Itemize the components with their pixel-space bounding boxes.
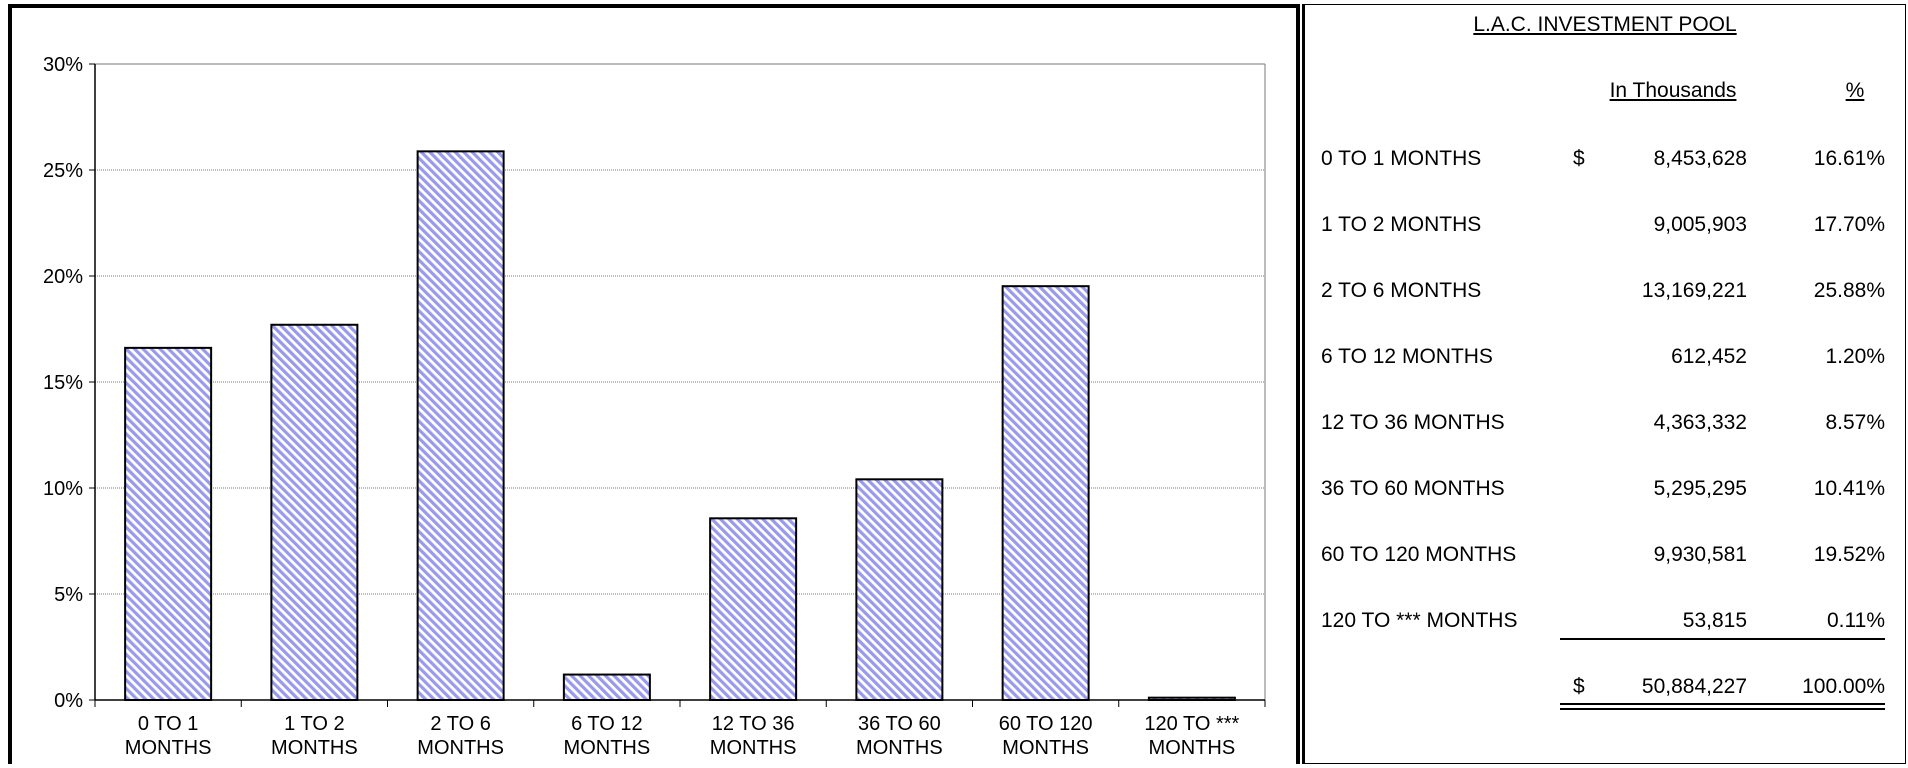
x-tick-label: 60 TO 120 (999, 713, 1093, 735)
row-currency: $ (1573, 147, 1585, 170)
row-amount: 9,930,581 (1653, 543, 1747, 566)
bar (562, 673, 651, 701)
y-tick-label: 0% (54, 690, 83, 712)
y-tick-label: 30% (43, 54, 83, 76)
x-tick-label: MONTHS (564, 737, 651, 759)
table-row: 36 TO 60 MONTHS 5,295,295 10.41% (1305, 477, 1905, 507)
row-percent: 17.70% (1813, 213, 1885, 236)
row-amount: 9,005,903 (1653, 213, 1747, 236)
table-row: 6 TO 12 MONTHS 612,452 1.20% (1305, 345, 1905, 375)
x-tick-label: MONTHS (1149, 737, 1236, 759)
row-label: 60 TO 120 MONTHS (1321, 543, 1517, 566)
x-tick-label: 2 TO 6 (430, 713, 490, 735)
bar (855, 478, 944, 702)
chart-panel: 0% 5% 10% 15% 20% 25% 30% 0 TO 1 MONTHS 1 TO 2 MON… (8, 4, 1300, 764)
row-label: 120 TO *** MONTHS (1321, 609, 1518, 632)
row-label: 1 TO 2 MONTHS (1321, 213, 1482, 236)
row-percent: 19.52% (1813, 543, 1885, 566)
x-tick-label: MONTHS (856, 737, 943, 759)
header-in-thousands: In Thousands (1609, 79, 1737, 102)
x-tick-label: MONTHS (1002, 737, 1089, 759)
bar (270, 323, 359, 701)
row-amount: 5,295,295 (1653, 477, 1747, 500)
table-row: 1 TO 2 MONTHS 9,005,903 17.70% (1305, 213, 1905, 243)
investment-table: L.A.C. INVESTMENT POOL In Thousands % 0 … (1302, 4, 1906, 764)
x-tick-label: 120 TO *** (1144, 713, 1239, 735)
row-percent: 10.41% (1813, 477, 1885, 500)
row-amount: 53,815 (1682, 609, 1747, 632)
x-tick-label: 0 TO 1 (138, 713, 198, 735)
table-row: 2 TO 6 MONTHS 13,169,221 25.88% (1305, 279, 1905, 309)
row-percent: 25.88% (1813, 279, 1885, 302)
x-tick-label: 1 TO 2 (284, 713, 344, 735)
y-tick-label: 25% (43, 160, 83, 182)
y-tick-label: 10% (43, 478, 83, 500)
x-tick-label: 6 TO 12 (571, 713, 643, 735)
row-amount: 4,363,332 (1653, 411, 1747, 434)
bar (1001, 285, 1090, 701)
bars (124, 150, 1236, 702)
x-tick-label: 36 TO 60 (858, 713, 941, 735)
row-percent: 8.57% (1825, 411, 1885, 434)
header-percent: % (1845, 79, 1865, 102)
y-tick-label: 15% (43, 372, 83, 394)
x-tick-label: MONTHS (417, 737, 504, 759)
x-tick-label: MONTHS (710, 737, 797, 759)
row-amount: 8,453,628 (1653, 147, 1747, 170)
row-label: 2 TO 6 MONTHS (1321, 279, 1482, 302)
x-tick-label: 12 TO 36 (712, 713, 795, 735)
row-label: 36 TO 60 MONTHS (1321, 477, 1505, 500)
row-percent: 1.20% (1825, 345, 1885, 368)
y-tick-label: 20% (43, 266, 83, 288)
row-amount: 612,452 (1671, 345, 1747, 368)
table-row: 60 TO 120 MONTHS 9,930,581 19.52% (1305, 543, 1905, 573)
table-row: 0 TO 1 MONTHS $ 8,453,628 16.61% (1305, 147, 1905, 177)
bar (709, 517, 798, 702)
subtotal-rule (1560, 638, 1885, 640)
total-double-rule (1560, 703, 1885, 710)
x-tick-label: MONTHS (125, 737, 212, 759)
total-amount: 50,884,227 (1641, 675, 1747, 698)
total-row: $ 50,884,227 100.00% (1305, 675, 1905, 705)
row-label: 12 TO 36 MONTHS (1321, 411, 1505, 434)
row-label: 6 TO 12 MONTHS (1321, 345, 1493, 368)
row-label: 0 TO 1 MONTHS (1321, 147, 1482, 170)
y-tick-label: 5% (54, 584, 83, 606)
total-percent: 100.00% (1802, 675, 1885, 698)
row-amount: 13,169,221 (1641, 279, 1747, 302)
table-title: L.A.C. INVESTMENT POOL (1473, 13, 1737, 36)
bar (124, 346, 213, 701)
row-percent: 16.61% (1813, 147, 1885, 170)
x-tick-label: MONTHS (271, 737, 358, 759)
total-currency: $ (1573, 675, 1585, 698)
bar (416, 150, 505, 701)
table-row: 120 TO *** MONTHS 53,815 0.11% (1305, 609, 1905, 639)
row-percent: 0.11% (1827, 609, 1885, 632)
table-row: 12 TO 36 MONTHS 4,363,332 8.57% (1305, 411, 1905, 441)
